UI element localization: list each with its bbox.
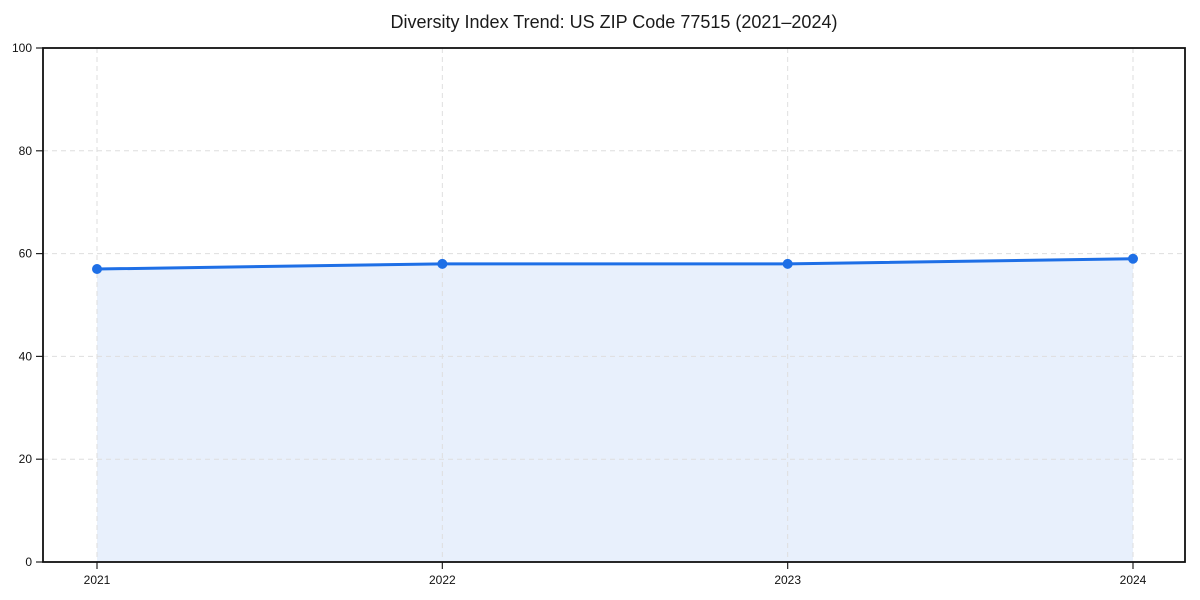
y-tick-label: 60 bbox=[19, 247, 33, 261]
x-tick-label: 2024 bbox=[1120, 573, 1147, 587]
x-axis: 2021 2022 2023 2024 bbox=[84, 562, 1147, 587]
y-tick-label: 20 bbox=[19, 452, 33, 466]
data-points bbox=[92, 253, 1138, 275]
y-tick-label: 40 bbox=[19, 349, 33, 363]
gridlines bbox=[43, 48, 1185, 562]
data-line bbox=[95, 257, 1135, 271]
data-point bbox=[437, 258, 448, 269]
series-polyline bbox=[95, 257, 1135, 271]
x-tick-label: 2023 bbox=[774, 573, 801, 587]
data-point bbox=[1128, 253, 1138, 264]
y-tick-label: 80 bbox=[19, 144, 33, 158]
area-polygon bbox=[97, 258, 1133, 562]
x-tick-label: 2022 bbox=[429, 573, 456, 587]
border-rect bbox=[42, 47, 1186, 563]
y-axis: 0 20 40 60 80 100 bbox=[12, 41, 43, 569]
y-tick-label: 0 bbox=[25, 555, 32, 569]
data-point bbox=[92, 264, 102, 275]
x-tick-label: 2021 bbox=[84, 573, 111, 587]
area-fill bbox=[97, 258, 1133, 562]
data-point bbox=[782, 258, 793, 269]
plot-border bbox=[42, 47, 1186, 563]
y-tick-label: 100 bbox=[12, 41, 32, 55]
chart-title: Diversity Index Trend: US ZIP Code 77515… bbox=[390, 12, 838, 32]
